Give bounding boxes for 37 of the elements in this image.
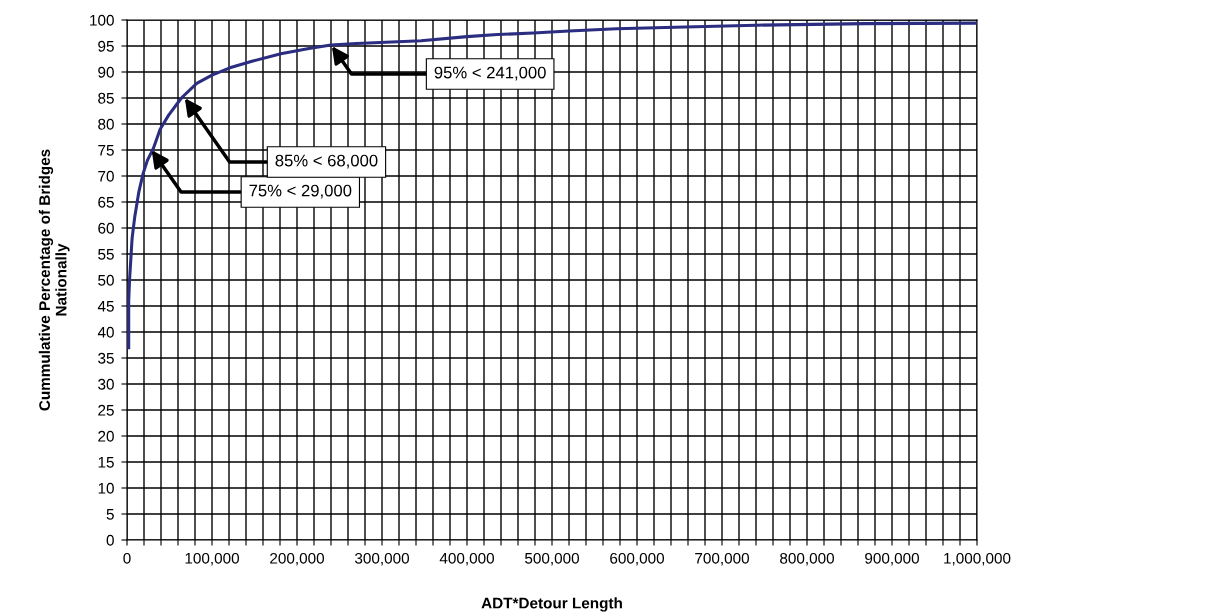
x-tick-label: 300,000 bbox=[354, 552, 410, 566]
x-tick-label: 0 bbox=[123, 552, 131, 564]
y-tick-label: 40 bbox=[97, 326, 114, 338]
y-tick-label: 25 bbox=[98, 404, 114, 416]
x-tick-label: 700,000 bbox=[695, 552, 750, 566]
x-axis-title: ADT*Detour Length bbox=[481, 597, 622, 612]
y-tick-label: 30 bbox=[98, 378, 114, 390]
x-tick-label: 1,000,000 bbox=[944, 552, 1011, 566]
x-tick-label: 100,000 bbox=[185, 552, 240, 566]
x-tick-label: 500,000 bbox=[525, 552, 580, 566]
y-tick-label: 20 bbox=[98, 430, 114, 442]
y-tick-label: 0 bbox=[106, 534, 114, 546]
y-tick-label: 15 bbox=[98, 457, 114, 468]
annotation: 85% < 68,000 bbox=[275, 154, 378, 169]
y-tick-label: 45 bbox=[97, 301, 114, 312]
x-tick-label: 400,000 bbox=[439, 552, 495, 566]
y-tick-label: 95 bbox=[98, 40, 114, 52]
y-tick-label: 55 bbox=[98, 249, 114, 260]
y-tick-label: 35 bbox=[98, 352, 114, 364]
y-tick-label: 85 bbox=[98, 92, 114, 104]
x-tick-label: 900,000 bbox=[865, 552, 920, 566]
x-tick-label: 200,000 bbox=[270, 552, 325, 566]
x-tick-label: 800,000 bbox=[780, 552, 835, 566]
y-tick-label: 90 bbox=[98, 66, 114, 78]
x-tick-label: 600,000 bbox=[610, 552, 665, 566]
y-axis-title: Cummulative Percentage of Bridges Nationally bbox=[38, 149, 70, 411]
y-tick-label: 10 bbox=[98, 482, 114, 494]
y-tick-label: 75 bbox=[98, 145, 114, 156]
y-tick-label: 5 bbox=[106, 509, 114, 520]
annotation: 75% < 29,000 bbox=[249, 184, 352, 199]
y-tick-label: 70 bbox=[98, 170, 114, 182]
y-tick-label: 50 bbox=[98, 274, 114, 286]
y-tick-label: 65 bbox=[98, 196, 114, 208]
annotation: 95% < 241,000 bbox=[434, 66, 546, 81]
y-tick-label: 80 bbox=[98, 118, 114, 130]
y-tick-label: 100 bbox=[90, 14, 114, 26]
y-tick-label: 60 bbox=[98, 222, 114, 234]
